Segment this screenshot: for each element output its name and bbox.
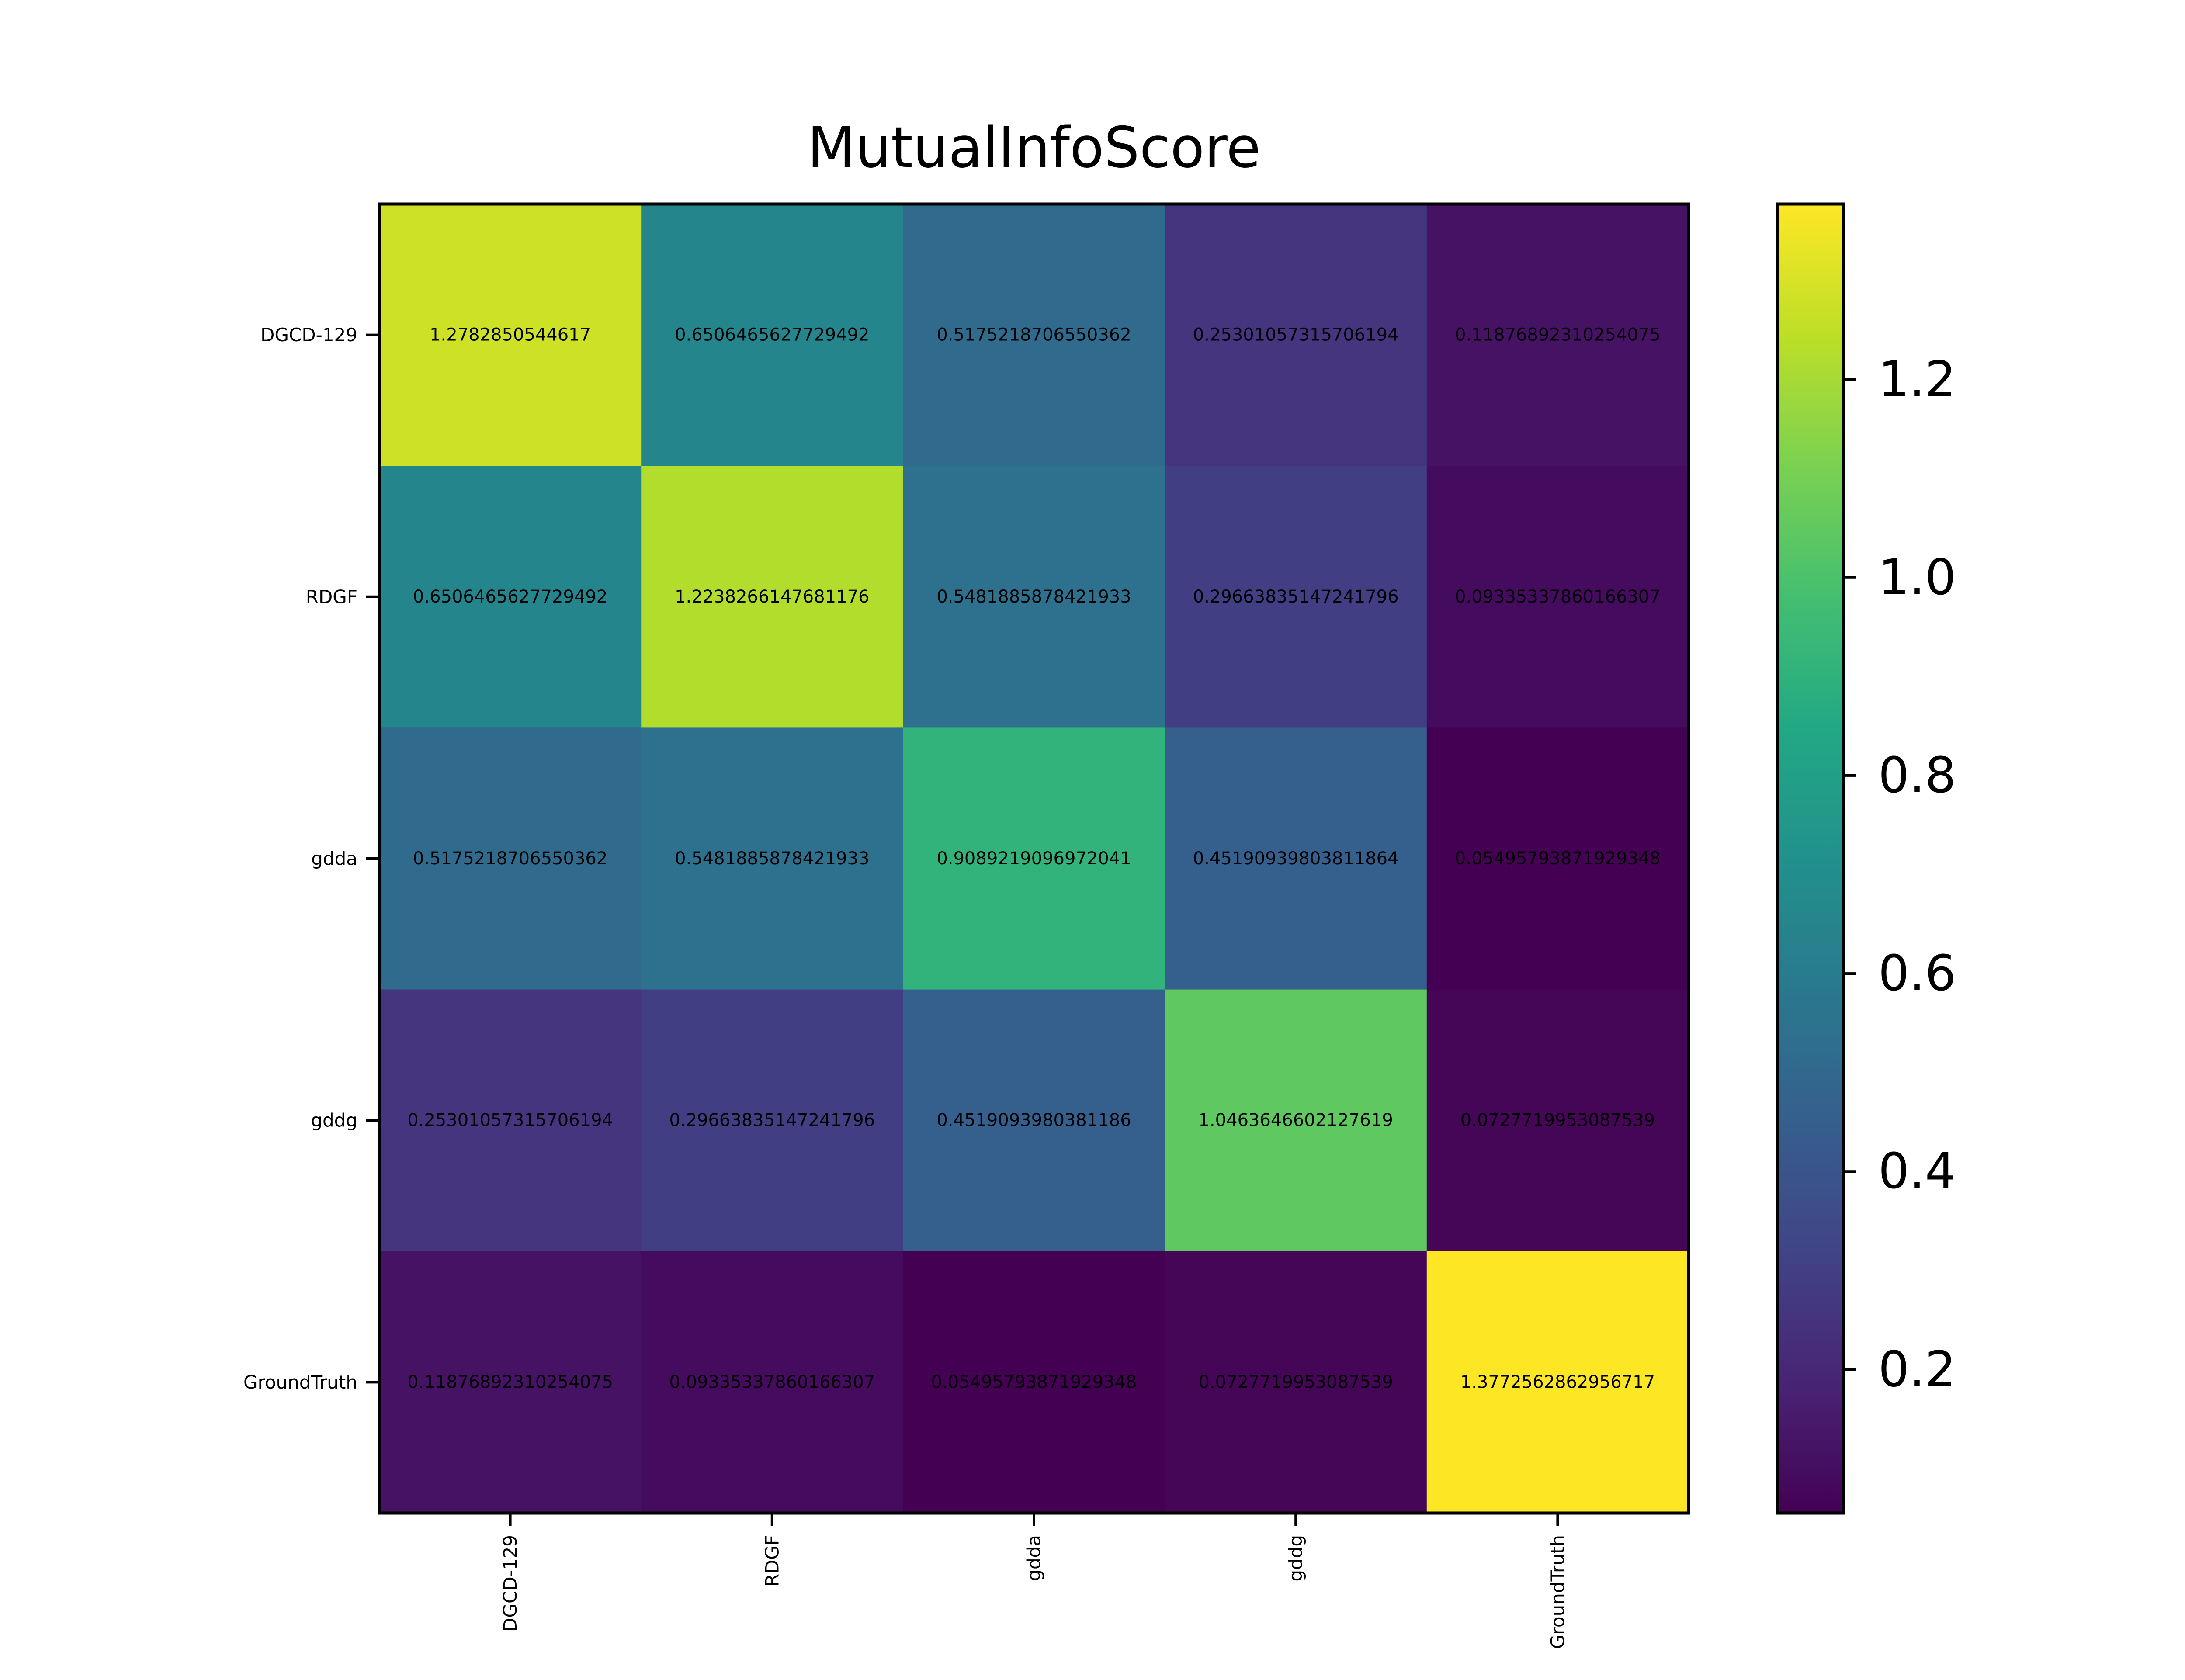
cell-value-label: 0.29663835147241796 [1193, 587, 1399, 607]
heatmap-cell [1426, 466, 1689, 728]
cell-value-label: 0.05495793871929348 [1455, 849, 1661, 869]
heatmap-cell [1426, 204, 1689, 466]
cell-value-label: 0.25301057315706194 [407, 1110, 613, 1130]
colorbar: 0.2 0.4 0.6 0.8 1.0 1.2 [1776, 202, 1956, 1515]
heatmap-cell [903, 466, 1165, 728]
y-tick-label: gdda [311, 848, 357, 869]
cell-value-label: 0.11876892310254075 [1455, 325, 1661, 345]
colorbar-tick-label: 0.2 [1878, 1341, 1956, 1398]
cell-value-label: 0.5175218706550362 [413, 849, 607, 869]
heatmap-cell [379, 989, 642, 1252]
colorbar-tick-label: 0.6 [1878, 945, 1956, 1002]
cell-value-label: 1.2238266147681176 [675, 587, 869, 607]
heatmap-cell [641, 1251, 903, 1514]
cell-value-label: 0.11876892310254075 [407, 1372, 613, 1392]
heatmap-cell [1165, 989, 1427, 1252]
cell-value-label: 0.0727719953087539 [1460, 1110, 1655, 1130]
cell-value-label: 0.5175218706550362 [936, 325, 1131, 345]
y-tick-label: gddg [311, 1110, 357, 1131]
colorbar-tick-label: 1.2 [1878, 351, 1956, 408]
heatmap-cell [903, 1251, 1165, 1514]
x-tick-label: gddg [1285, 1535, 1307, 1582]
heatmap-cell [379, 466, 642, 728]
y-tick-label: RDGF [306, 586, 357, 607]
heatmap-cells [379, 204, 1689, 1514]
cell-value-label: 0.6506465627729492 [675, 325, 869, 345]
cell-value-label: 0.6506465627729492 [413, 587, 607, 607]
heatmap-cell [903, 989, 1165, 1252]
heatmap-cell [1165, 204, 1427, 466]
x-tick-label: DGCD-129 [499, 1535, 521, 1632]
cell-value-label: 0.45190939803811864 [1193, 849, 1399, 869]
cell-value-label: 1.2782850544617 [430, 325, 591, 345]
cell-value-labels: 1.2782850544617 0.6506465627729492 0.51752… [407, 325, 1661, 1392]
colorbar-tick-label: 0.4 [1878, 1143, 1956, 1200]
heatmap-cell [1165, 727, 1427, 990]
cell-value-label: 0.5481885878421933 [675, 849, 869, 869]
colorbar-tick-label: 0.8 [1878, 747, 1956, 804]
colorbar-gradient [1776, 202, 1845, 1515]
cell-value-label: 1.0463646602127619 [1199, 1110, 1393, 1130]
heatmap-cell [1165, 1251, 1427, 1514]
heatmap-cell [379, 1251, 642, 1514]
heatmap-axes: DGCD-129 RDGF gdda gddg GroundTruth DGCD-129 R… [243, 202, 1690, 1649]
cell-value-label: 0.9089219096972041 [936, 849, 1131, 869]
heatmap-cell [903, 727, 1165, 990]
cell-value-label: 1.3772562862956717 [1460, 1372, 1655, 1392]
cell-value-label: 0.29663835147241796 [669, 1110, 875, 1130]
chart-title: MutualInfoScore [807, 115, 1261, 180]
x-tick-label: RDGF [761, 1535, 783, 1586]
x-tick-label: GroundTruth [1547, 1535, 1568, 1649]
heatmap-cell [1426, 1251, 1689, 1514]
colorbar-tick-label: 1.0 [1878, 549, 1956, 606]
heatmap-cell [1426, 989, 1689, 1252]
heatmap-cell [903, 204, 1165, 466]
cell-value-label: 0.5481885878421933 [936, 587, 1131, 607]
heatmap-cell [379, 727, 642, 990]
heatmap-cell [641, 204, 903, 466]
heatmap-cell [641, 466, 903, 728]
cell-value-label: 0.25301057315706194 [1193, 325, 1399, 345]
cell-value-label: 0.09335337860166307 [669, 1372, 875, 1392]
x-tick-label: gdda [1023, 1535, 1045, 1581]
cell-value-label: 0.4519093980381186 [936, 1110, 1131, 1130]
cell-value-label: 0.0727719953087539 [1199, 1372, 1393, 1392]
heatmap-cell [1426, 727, 1689, 990]
cell-value-label: 0.09335337860166307 [1455, 587, 1661, 607]
cell-value-label: 0.05495793871929348 [931, 1372, 1137, 1392]
heatmap-cell [641, 727, 903, 990]
heatmap-cell [641, 989, 903, 1252]
y-tick-label: GroundTruth [243, 1372, 357, 1393]
heatmap-cell [1165, 466, 1427, 728]
heatmap-cell [379, 204, 642, 466]
y-tick-label: DGCD-129 [260, 324, 357, 346]
